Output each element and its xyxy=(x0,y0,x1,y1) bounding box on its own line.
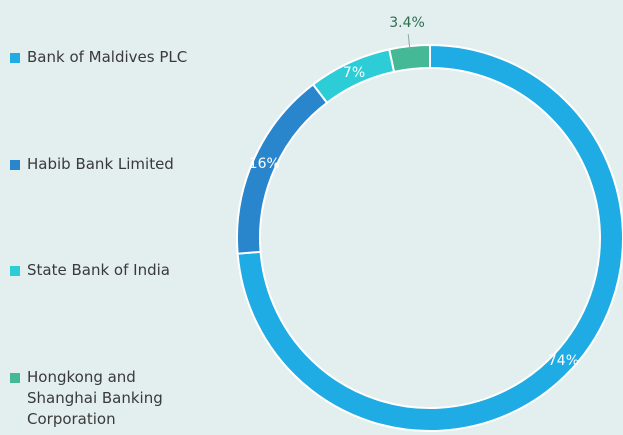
legend-label: State Bank of India xyxy=(27,261,170,279)
data-label: 7% xyxy=(343,65,365,81)
leader-line xyxy=(407,34,411,51)
data-label: 16% xyxy=(249,156,280,172)
legend-label: Bank of Maldives PLC xyxy=(27,48,188,66)
legend-item: Hongkong and Shanghai Banking Corporatio… xyxy=(10,367,177,430)
legend-label: Habib Bank Limited xyxy=(27,155,174,173)
data-label: 3.4% xyxy=(389,15,425,31)
legend-swatch xyxy=(10,160,20,170)
legend-label: Hongkong and Shanghai Banking Corporatio… xyxy=(27,368,163,428)
legend-swatch xyxy=(10,266,20,276)
donut-segment xyxy=(236,43,623,432)
legend-item: Habib Bank Limited xyxy=(10,154,202,175)
legend-swatch xyxy=(10,373,20,383)
data-label: 74% xyxy=(548,353,579,369)
legend-item: Bank of Maldives PLC xyxy=(10,47,202,68)
legend-item: State Bank of India xyxy=(10,260,202,281)
donut-segment xyxy=(388,43,431,74)
legend-swatch xyxy=(10,53,20,63)
